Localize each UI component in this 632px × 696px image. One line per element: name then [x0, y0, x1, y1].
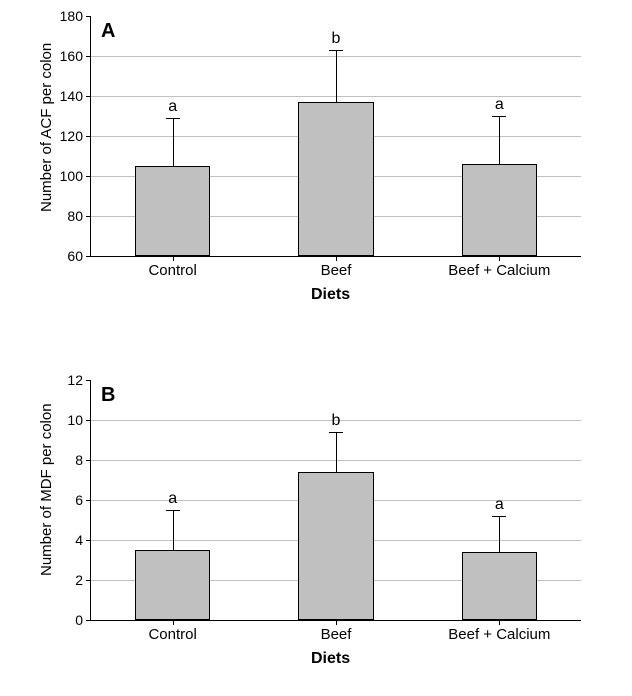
ytick: [86, 500, 91, 501]
ytick: [86, 16, 91, 17]
xtick: [499, 620, 500, 625]
error-bar: [173, 118, 174, 166]
ytick: [86, 620, 91, 621]
ytick: [86, 420, 91, 421]
ytick: [86, 540, 91, 541]
bar-control: [135, 166, 210, 256]
error-cap: [166, 510, 180, 511]
error-bar: [336, 432, 337, 472]
xtick-label: Control: [148, 262, 196, 279]
panel-label: B: [101, 384, 115, 407]
ytick-label: 6: [75, 492, 83, 508]
xtick-label: Control: [148, 626, 196, 643]
ytick-label: 100: [60, 168, 83, 184]
xtick: [336, 256, 337, 261]
panel-A-plot-area: 6080100120140160180ControlaBeefbBeef + C…: [90, 16, 581, 257]
ytick-label: 2: [75, 572, 83, 588]
error-bar: [336, 50, 337, 102]
ytick-label: 180: [60, 8, 83, 24]
xtick-label: Beef: [321, 626, 352, 643]
ytick: [86, 56, 91, 57]
xtick-label: Beef + Calcium: [448, 626, 550, 643]
xtick: [173, 620, 174, 625]
bar-beef: [298, 102, 373, 256]
error-cap: [492, 116, 506, 117]
ytick-label: 140: [60, 88, 83, 104]
ytick: [86, 580, 91, 581]
ytick-label: 0: [75, 612, 83, 628]
ytick: [86, 136, 91, 137]
figure-root: 6080100120140160180ControlaBeefbBeef + C…: [0, 0, 632, 696]
bar-control: [135, 550, 210, 620]
xtick: [499, 256, 500, 261]
ytick-label: 60: [67, 248, 83, 264]
ytick-label: 4: [75, 532, 83, 548]
error-bar: [499, 116, 500, 164]
panel-B-plot-area: 024681012ControlaBeefbBeef + CalciumaB: [90, 380, 581, 621]
xtick: [336, 620, 337, 625]
ytick-label: 160: [60, 48, 83, 64]
significance-letter: a: [168, 98, 177, 116]
significance-letter: a: [495, 96, 504, 114]
significance-letter: b: [332, 30, 341, 48]
ytick-label: 8: [75, 452, 83, 468]
error-cap: [329, 432, 343, 433]
significance-letter: b: [332, 412, 341, 430]
ytick-label: 120: [60, 128, 83, 144]
xtick-label: Beef: [321, 262, 352, 279]
error-cap: [329, 50, 343, 51]
panel-label: A: [101, 20, 115, 43]
bar-beef-calcium: [462, 552, 537, 620]
significance-letter: a: [495, 496, 504, 514]
x-axis-label: Diets: [311, 286, 350, 304]
ytick: [86, 176, 91, 177]
x-axis-label: Diets: [311, 650, 350, 668]
error-cap: [492, 516, 506, 517]
bar-beef: [298, 472, 373, 620]
ytick: [86, 96, 91, 97]
ytick-label: 80: [67, 208, 83, 224]
ytick-label: 12: [67, 372, 83, 388]
error-bar: [499, 516, 500, 552]
y-axis-label: Number of MDF per colon: [38, 403, 55, 576]
bar-beef-calcium: [462, 164, 537, 256]
ytick: [86, 460, 91, 461]
error-bar: [173, 510, 174, 550]
ytick: [86, 380, 91, 381]
ytick-label: 10: [67, 412, 83, 428]
xtick: [173, 256, 174, 261]
error-cap: [166, 118, 180, 119]
significance-letter: a: [168, 490, 177, 508]
xtick-label: Beef + Calcium: [448, 262, 550, 279]
ytick: [86, 216, 91, 217]
y-axis-label: Number of ACF per colon: [38, 43, 55, 212]
ytick: [86, 256, 91, 257]
